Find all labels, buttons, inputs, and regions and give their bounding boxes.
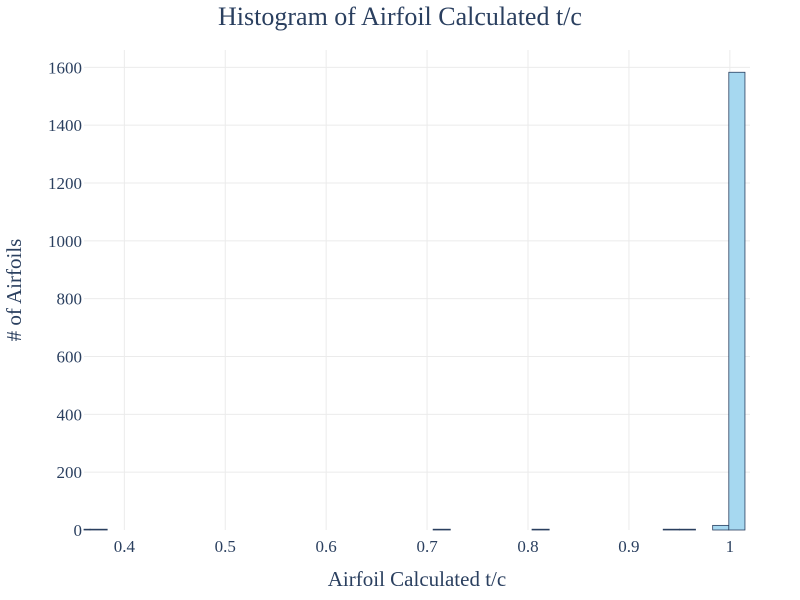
bar-layer [83,71,746,531]
x-tick-label: 0.9 [618,537,639,556]
y-tick-label: 1200 [48,174,82,193]
histogram-bar [678,528,696,531]
y-tick-labels: 0 200 400 600 800 1000 1200 1400 1600 [48,58,82,540]
grid-layer [84,50,750,530]
x-tick-label: 0.8 [517,537,538,556]
histogram-bar [89,528,108,531]
y-axis-title: # of Airfoils [2,239,26,342]
x-axis-title: Airfoil Calculated t/c [328,567,506,591]
y-tick-label: 200 [57,463,83,482]
x-tick-label: 0.4 [114,537,136,556]
y-tick-label: 1000 [48,232,82,251]
histogram-bar [432,528,451,531]
histogram-bar [531,528,550,531]
y-tick-label: 0 [74,521,83,540]
x-tick-label: 0.5 [215,537,236,556]
y-tick-label: 600 [57,348,83,367]
x-tick-labels: 0.4 0.5 0.6 0.7 0.8 0.9 1 [114,537,734,556]
y-tick-label: 1600 [48,58,82,77]
x-tick-label: 0.6 [316,537,337,556]
x-tick-label: 0.7 [416,537,438,556]
histogram-bar [712,524,730,531]
y-tick-label: 1400 [48,116,82,135]
y-tick-label: 400 [57,405,83,424]
x-tick-label: 1 [726,537,735,556]
histogram-bar [662,528,680,531]
y-tick-label: 800 [57,290,83,309]
histogram-bar [728,71,746,531]
chart-title: Histogram of Airfoil Calculated t/c [218,2,582,31]
histogram-bar [83,528,91,531]
